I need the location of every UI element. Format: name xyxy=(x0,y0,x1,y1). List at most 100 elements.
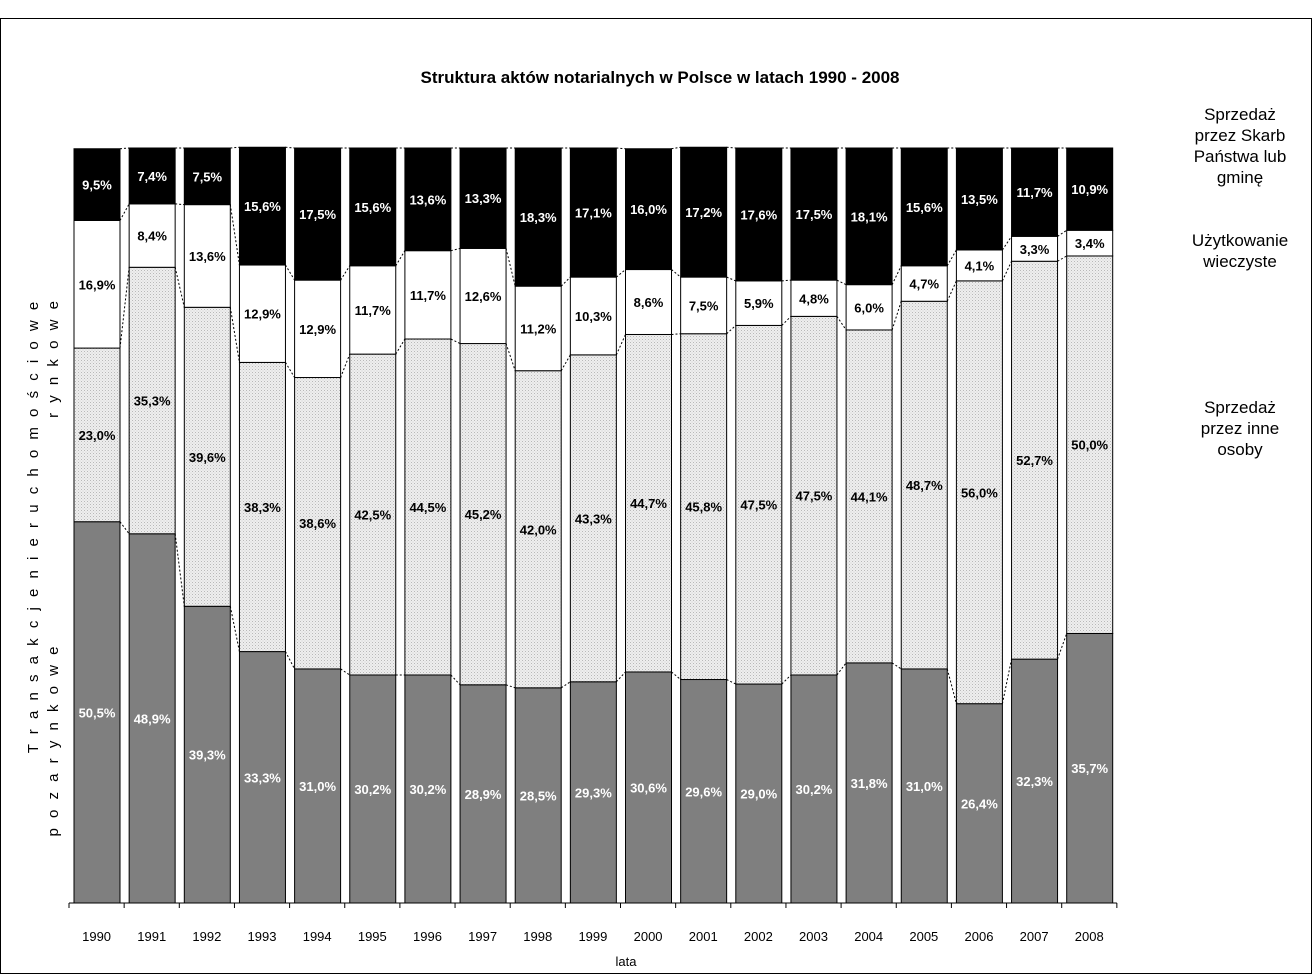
bar-segment-skarb-1991 xyxy=(128,147,176,205)
bar-segment-skarb-2000 xyxy=(625,148,672,271)
bar-segment-pozarynkowe-1998 xyxy=(514,687,562,904)
data-label-uzytkowanie-1998: 11,2% xyxy=(520,321,557,336)
data-label-uzytkowanie-1991: 8,4% xyxy=(137,229,167,244)
x-tick-label-2006: 2006 xyxy=(965,929,994,944)
connector-pozarynkowe-2004 xyxy=(891,662,902,670)
legend-entry-0-line-2: Państwa lub xyxy=(1194,147,1287,166)
bar-segment-inne-1991 xyxy=(128,266,176,535)
bar-segment-pozarynkowe-2000 xyxy=(625,671,672,904)
chart-frame xyxy=(0,18,1312,974)
data-label-pozarynkowe-1996: 30,2% xyxy=(409,782,446,797)
data-label-uzytkowanie-1996: 11,7% xyxy=(410,288,447,303)
bar-segment-skarb-2003 xyxy=(790,147,838,281)
data-label-pozarynkowe-1999: 29,3% xyxy=(575,785,612,800)
connector-pozarynkowe-1992 xyxy=(229,606,240,652)
data-label-pozarynkowe-2008: 35,7% xyxy=(1071,761,1108,776)
bar-segment-uzytkowanie-2004 xyxy=(845,284,893,331)
data-label-inne-1994: 38,6% xyxy=(299,516,336,531)
connector-skarb-1992 xyxy=(230,146,240,149)
data-label-uzytkowanie-1997: 12,6% xyxy=(465,289,502,304)
bar-segment-uzytkowanie-2003 xyxy=(790,279,838,317)
connector-uzytkowanie-1994 xyxy=(340,265,351,281)
data-label-skarb-2008: 10,9% xyxy=(1071,182,1108,197)
connector-skarb-2000 xyxy=(671,146,681,150)
data-label-inne-2004: 44,1% xyxy=(851,489,888,504)
x-axis-label: lata xyxy=(616,954,638,969)
data-label-inne-2007: 52,7% xyxy=(1016,453,1053,468)
bar-segment-inne-1995 xyxy=(349,353,397,676)
bar-segment-uzytkowanie-1998 xyxy=(514,285,562,372)
x-tick-label-1999: 1999 xyxy=(578,929,607,944)
data-label-uzytkowanie-1999: 10,3% xyxy=(575,309,612,324)
bar-segment-skarb-1998 xyxy=(514,147,562,287)
x-tick-label-1998: 1998 xyxy=(523,929,552,944)
bar-segment-inne-1997 xyxy=(459,343,507,686)
connector-uzytkowanie-1996 xyxy=(450,247,461,252)
data-label-inne-1993: 38,3% xyxy=(244,500,281,515)
x-tick-label-1995: 1995 xyxy=(358,929,387,944)
data-label-skarb-2005: 15,6% xyxy=(906,200,943,215)
x-tick-label-1990: 1990 xyxy=(82,929,111,944)
bar-segment-skarb-1992 xyxy=(183,147,231,206)
bar-segment-uzytkowanie-2000 xyxy=(625,269,672,335)
data-label-pozarynkowe-1990: 50,5% xyxy=(79,705,116,720)
data-label-skarb-2001: 17,2% xyxy=(685,205,722,220)
data-label-skarb-1991: 7,4% xyxy=(137,169,167,184)
bar-segment-inne-2007 xyxy=(1011,260,1059,660)
data-label-skarb-2007: 11,7% xyxy=(1016,185,1053,200)
x-tick-label-2000: 2000 xyxy=(634,929,663,944)
bar-segment-inne-2001 xyxy=(680,333,728,681)
connector-inne-2001 xyxy=(726,325,737,335)
data-label-inne-2002: 47,5% xyxy=(740,498,777,513)
connector-uzytkowanie-2002 xyxy=(781,279,791,282)
bar-segment-inne-1993 xyxy=(238,361,286,653)
data-label-inne-1991: 35,3% xyxy=(134,394,171,409)
x-tick-label-2003: 2003 xyxy=(799,929,828,944)
data-label-pozarynkowe-2006: 26,4% xyxy=(961,796,998,811)
connector-uzytkowanie-2001 xyxy=(726,276,736,282)
connector-inne-2004 xyxy=(891,301,902,331)
connector-inne-2007 xyxy=(1057,255,1067,262)
bar-segment-skarb-2005 xyxy=(900,147,948,267)
data-label-pozarynkowe-2002: 29,0% xyxy=(740,787,777,802)
connector-pozarynkowe-2002 xyxy=(781,674,792,685)
x-tick-label-2001: 2001 xyxy=(689,929,718,944)
connector-pozarynkowe-1997 xyxy=(505,684,516,689)
data-label-inne-2008: 50,0% xyxy=(1071,438,1108,453)
data-label-pozarynkowe-2007: 32,3% xyxy=(1016,774,1053,789)
data-label-inne-2006: 56,0% xyxy=(961,485,998,500)
connector-inne-2005 xyxy=(946,280,957,302)
connector-uzytkowanie-2003 xyxy=(836,279,847,286)
connector-skarb-2001 xyxy=(726,146,736,149)
connector-inne-1995 xyxy=(395,338,406,355)
connector-uzytkowanie-2005 xyxy=(946,249,957,267)
connector-uzytkowanie-1992 xyxy=(229,204,240,266)
data-label-uzytkowanie-2004: 6,0% xyxy=(854,300,884,315)
connector-inne-1996 xyxy=(450,338,461,344)
bar-segment-skarb-1997 xyxy=(459,147,507,249)
bar-segment-pozarynkowe-2005 xyxy=(900,668,948,904)
bar-segment-inne-1999 xyxy=(569,354,617,683)
x-tick-label-1992: 1992 xyxy=(192,929,221,944)
legend-entry-0-line-0: Sprzedaż xyxy=(1204,105,1276,124)
data-label-inne-1995: 42,5% xyxy=(354,508,391,523)
x-axis: 1990 1991 1992 1993 1994 1995 1996 1997 1998 1999… xyxy=(68,902,1118,944)
bar-segment-pozarynkowe-1993 xyxy=(238,651,286,904)
data-label-inne-1996: 44,5% xyxy=(409,500,446,515)
bar-segment-uzytkowanie-1999 xyxy=(569,276,617,356)
connector-pozarynkowe-1999 xyxy=(615,671,626,683)
x-tick-label-1993: 1993 xyxy=(248,929,277,944)
data-label-skarb-1996: 13,6% xyxy=(409,192,446,207)
legend-entry-2-line-1: przez inne xyxy=(1201,419,1279,438)
data-label-pozarynkowe-2001: 29,6% xyxy=(685,784,722,799)
data-label-uzytkowanie-1993: 12,9% xyxy=(244,307,281,322)
connector-uzytkowanie-2006 xyxy=(1001,236,1012,251)
connector-skarb-1993 xyxy=(285,146,295,149)
bar-segment-uzytkowanie-1997 xyxy=(459,247,507,345)
data-label-skarb-2003: 17,5% xyxy=(796,207,833,222)
bar-segment-inne-1994 xyxy=(294,377,342,670)
bar-segment-uzytkowanie-1994 xyxy=(294,279,342,379)
bar-segment-skarb-1994 xyxy=(294,147,342,281)
connector-pozarynkowe-2003 xyxy=(836,662,847,676)
